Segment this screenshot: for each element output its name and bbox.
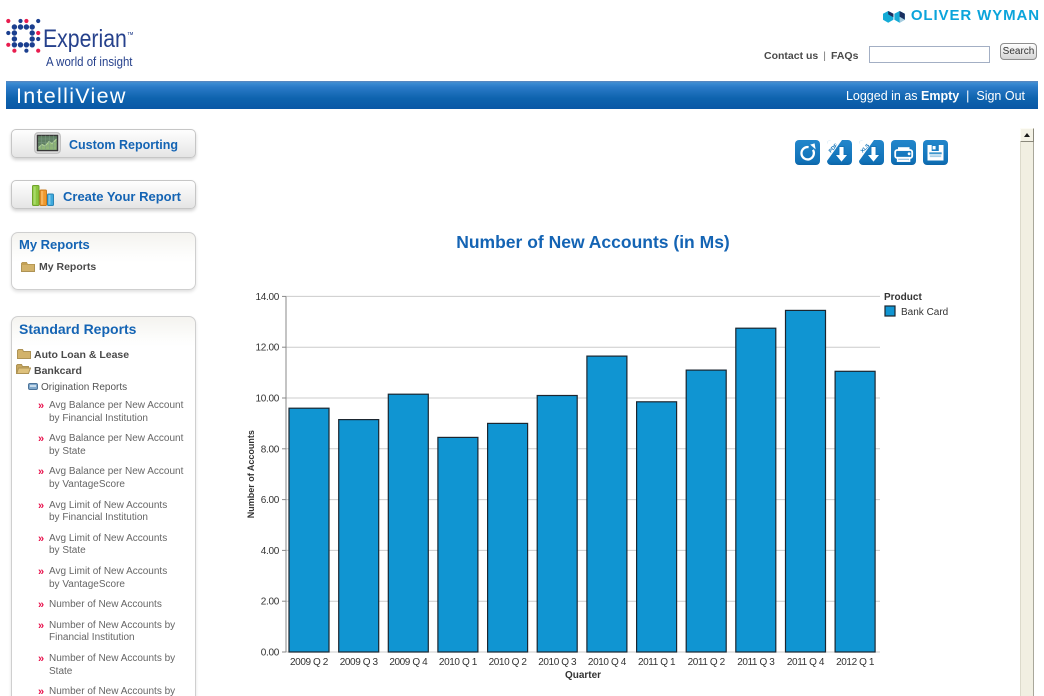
svg-text:12.00: 12.00 — [255, 343, 279, 354]
svg-text:8.00: 8.00 — [261, 444, 280, 455]
svg-text:10.00: 10.00 — [255, 394, 279, 405]
svg-text:14.00: 14.00 — [255, 292, 279, 303]
svg-text:Product: Product — [884, 292, 922, 303]
svg-text:2.00: 2.00 — [261, 597, 280, 608]
svg-text:2012 Q 1: 2012 Q 1 — [836, 657, 875, 668]
svg-text:4.00: 4.00 — [261, 546, 280, 557]
svg-text:2010 Q 3: 2010 Q 3 — [538, 657, 577, 668]
svg-text:2010 Q 1: 2010 Q 1 — [439, 657, 478, 668]
svg-text:Bank Card: Bank Card — [901, 307, 948, 318]
svg-text:6.00: 6.00 — [261, 495, 280, 506]
svg-text:2009 Q 4: 2009 Q 4 — [389, 657, 428, 668]
svg-text:Quarter: Quarter — [565, 670, 601, 681]
svg-text:2011 Q 2: 2011 Q 2 — [688, 657, 726, 668]
svg-text:Number of Accounts: Number of Accounts — [246, 430, 256, 518]
svg-text:2009 Q 2: 2009 Q 2 — [290, 657, 329, 668]
svg-text:2010 Q 4: 2010 Q 4 — [588, 657, 627, 668]
svg-text:2009 Q 3: 2009 Q 3 — [340, 657, 379, 668]
svg-text:PDF: PDF — [828, 143, 840, 155]
svg-text:2011 Q 3: 2011 Q 3 — [737, 657, 775, 668]
svg-text:XLS: XLS — [860, 143, 872, 155]
svg-text:2011 Q 1: 2011 Q 1 — [638, 657, 676, 668]
svg-text:2011 Q 4: 2011 Q 4 — [787, 657, 825, 668]
svg-text:2010 Q 2: 2010 Q 2 — [489, 657, 528, 668]
svg-text:0.00: 0.00 — [261, 648, 280, 659]
